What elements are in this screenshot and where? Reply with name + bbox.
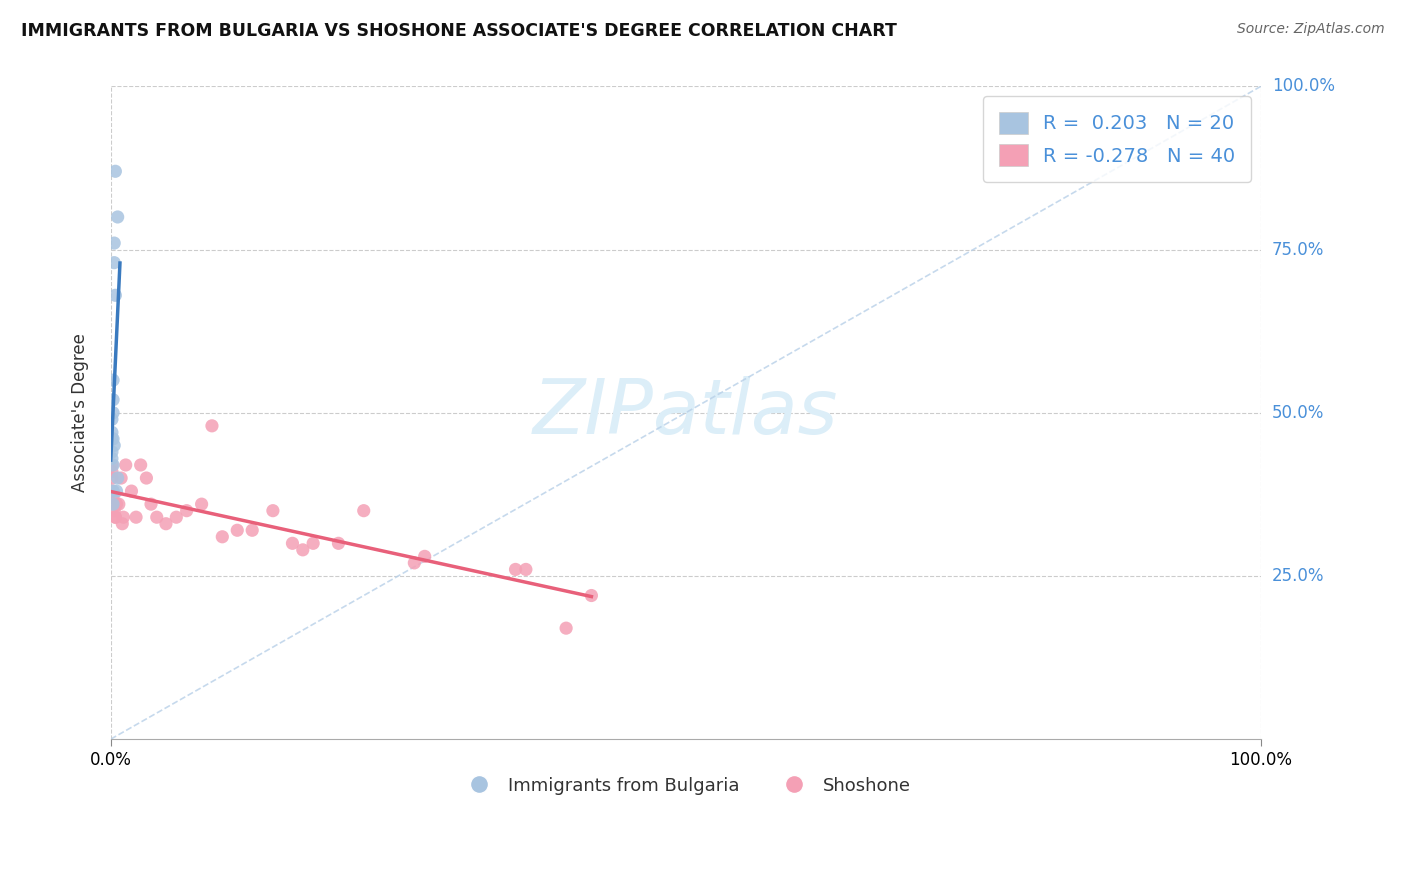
Point: [581, 589, 603, 603]
Point: [108, 497, 131, 511]
Point: [103, 255, 125, 269]
Point: [103, 504, 125, 518]
Point: [121, 484, 143, 499]
Legend: Immigrants from Bulgaria, Shoshone: Immigrants from Bulgaria, Shoshone: [454, 770, 918, 802]
Point: [139, 497, 162, 511]
Point: [101, 458, 124, 472]
Point: [101, 497, 124, 511]
Point: [101, 392, 124, 407]
Point: [505, 562, 527, 576]
Text: 75.0%: 75.0%: [1272, 241, 1324, 259]
Point: [155, 516, 177, 531]
Point: [515, 562, 537, 576]
Point: [110, 471, 132, 485]
Point: [555, 621, 578, 635]
Point: [104, 510, 127, 524]
Point: [145, 510, 167, 524]
Point: [104, 510, 127, 524]
Point: [101, 484, 124, 499]
Point: [104, 164, 127, 178]
Point: [281, 536, 304, 550]
Point: [262, 504, 284, 518]
Text: 100.0%: 100.0%: [1272, 78, 1334, 95]
Point: [328, 536, 350, 550]
Point: [111, 516, 134, 531]
Point: [101, 458, 124, 472]
Point: [101, 432, 124, 446]
Point: [101, 406, 124, 420]
Point: [101, 445, 124, 459]
Point: [101, 471, 124, 485]
Point: [404, 556, 426, 570]
Point: [201, 418, 224, 433]
Point: [129, 458, 152, 472]
Point: [107, 471, 129, 485]
Point: [101, 465, 124, 479]
Point: [211, 530, 233, 544]
Point: [176, 504, 198, 518]
Point: [101, 412, 124, 426]
Point: [165, 510, 187, 524]
Text: ZIPatlas: ZIPatlas: [533, 376, 838, 450]
Point: [112, 510, 135, 524]
Point: [101, 432, 124, 446]
Point: [125, 510, 148, 524]
Point: [101, 484, 124, 499]
Point: [353, 504, 375, 518]
Point: [135, 471, 157, 485]
Y-axis label: Associate's Degree: Associate's Degree: [72, 334, 89, 492]
Point: [240, 523, 263, 537]
Text: 25.0%: 25.0%: [1272, 567, 1324, 585]
Point: [101, 491, 124, 505]
Point: [413, 549, 436, 564]
Point: [107, 210, 129, 224]
Point: [101, 373, 124, 387]
Text: Source: ZipAtlas.com: Source: ZipAtlas.com: [1237, 22, 1385, 37]
Text: 50.0%: 50.0%: [1272, 404, 1324, 422]
Point: [114, 458, 136, 472]
Point: [105, 497, 128, 511]
Point: [105, 484, 128, 499]
Point: [103, 438, 125, 452]
Point: [226, 523, 249, 537]
Point: [101, 425, 124, 440]
Point: [291, 542, 314, 557]
Point: [302, 536, 325, 550]
Point: [190, 497, 212, 511]
Text: IMMIGRANTS FROM BULGARIA VS SHOSHONE ASSOCIATE'S DEGREE CORRELATION CHART: IMMIGRANTS FROM BULGARIA VS SHOSHONE ASS…: [21, 22, 897, 40]
Point: [103, 236, 125, 251]
Point: [101, 451, 124, 466]
Point: [104, 288, 127, 302]
